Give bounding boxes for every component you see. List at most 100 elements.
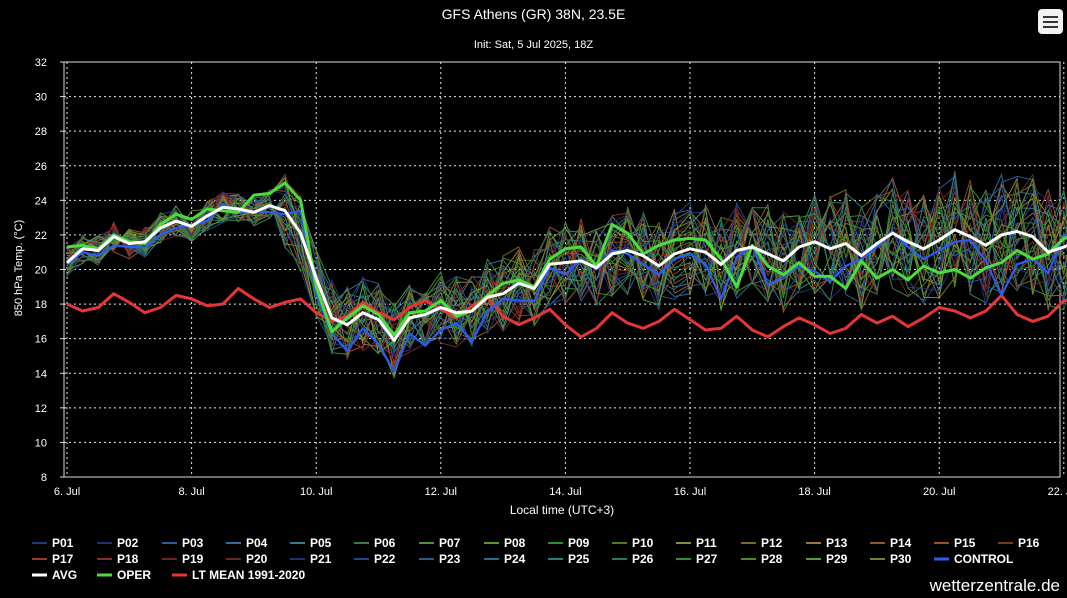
legend-item-p07[interactable]: P07: [419, 536, 461, 550]
legend-item-p17[interactable]: P17: [32, 552, 74, 566]
y-tick-label: 30: [35, 92, 47, 104]
ensemble-line-p25: [66, 175, 1067, 350]
y-tick-label: 26: [35, 161, 47, 173]
legend-label: P09: [568, 536, 590, 550]
legend-label: P17: [52, 552, 74, 566]
oper-line: [66, 181, 1067, 337]
legend-item-p08[interactable]: P08: [484, 536, 526, 550]
ensemble-line-p08: [66, 187, 1067, 360]
chart-title: GFS Athens (GR) 38N, 23.5E: [441, 6, 626, 22]
legend-item-control[interactable]: CONTROL: [934, 552, 1013, 566]
legend-label: P23: [439, 552, 461, 566]
y-tick-label: 28: [35, 126, 47, 138]
legend-label: P25: [568, 552, 590, 566]
y-tick-label: 8: [41, 472, 47, 484]
legend-item-p30[interactable]: P30: [870, 552, 912, 566]
legend-item-p21[interactable]: P21: [290, 552, 332, 566]
legend-label: P10: [632, 536, 654, 550]
legend-item-p06[interactable]: P06: [354, 536, 396, 550]
ensemble-line-p04: [66, 191, 1067, 356]
legend-item-p20[interactable]: P20: [226, 552, 268, 566]
legend-item-p13[interactable]: P13: [806, 536, 848, 550]
legend-label: P22: [374, 552, 396, 566]
y-tick-label: 10: [35, 437, 47, 449]
legend-label: P26: [632, 552, 654, 566]
ensemble-line-p23: [66, 185, 1067, 354]
legend-item-p03[interactable]: P03: [162, 536, 204, 550]
menu-bar: [1043, 16, 1058, 18]
legend-label: P20: [246, 552, 268, 566]
legend-label: P30: [890, 552, 912, 566]
legend-label: P18: [117, 552, 139, 566]
menu-bar: [1043, 21, 1058, 23]
lt-mean-line: [66, 287, 1067, 339]
x-tick-label: 12. Jul: [425, 486, 457, 498]
legend-item-oper[interactable]: OPER: [97, 568, 151, 582]
legend-label: P08: [504, 536, 526, 550]
legend-item-lt-mean-1991-2020[interactable]: LT MEAN 1991-2020: [172, 568, 305, 582]
legend-item-p09[interactable]: P09: [548, 536, 590, 550]
y-tick-label: 14: [35, 368, 47, 380]
legend-label: P15: [954, 536, 976, 550]
legend-item-p26[interactable]: P26: [612, 552, 654, 566]
legend-item-p19[interactable]: P19: [162, 552, 204, 566]
legend-item-p23[interactable]: P23: [419, 552, 461, 566]
legend-item-p01[interactable]: P01: [32, 536, 74, 550]
legend-item-p02[interactable]: P02: [97, 536, 139, 550]
legend-item-p05[interactable]: P05: [290, 536, 332, 550]
legend-label: P27: [696, 552, 718, 566]
legend-label: AVG: [52, 568, 77, 582]
legend-item-p27[interactable]: P27: [676, 552, 718, 566]
y-tick-label: 18: [35, 299, 47, 311]
y-tick-label: 20: [35, 265, 47, 277]
y-tick-label: 12: [35, 403, 47, 415]
y-tick-label: 16: [35, 334, 47, 346]
legend-label: P12: [761, 536, 783, 550]
legend-item-p29[interactable]: P29: [806, 552, 848, 566]
menu-bar: [1043, 26, 1058, 28]
legend-item-p18[interactable]: P18: [97, 552, 139, 566]
legend-label: P28: [761, 552, 783, 566]
y-tick-label: 22: [35, 230, 47, 242]
ensemble-line-p02: [66, 189, 1067, 356]
legend-label: P29: [826, 552, 848, 566]
avg-line: [66, 204, 1067, 342]
legend-label: P01: [52, 536, 74, 550]
legend-item-p11[interactable]: P11: [676, 536, 717, 550]
legend-item-p25[interactable]: P25: [548, 552, 590, 566]
legend-label: P21: [310, 552, 332, 566]
x-tick-label: 6. Jul: [54, 486, 80, 498]
ensemble-line-p06: [66, 171, 1067, 349]
x-tick-label: 18. Jul: [798, 486, 830, 498]
ensemble-line-p28: [66, 184, 1067, 347]
legend-label: P06: [374, 536, 396, 550]
legend-item-p14[interactable]: P14: [870, 536, 912, 550]
ensemble-line-p29: [66, 176, 1067, 354]
x-tick-label: 14. Jul: [549, 486, 581, 498]
legend-item-p28[interactable]: P28: [741, 552, 783, 566]
legend-label: P04: [246, 536, 268, 550]
legend-item-avg[interactable]: AVG: [32, 568, 77, 582]
legend-item-p16[interactable]: P16: [998, 536, 1040, 550]
legend-label: P03: [182, 536, 204, 550]
legend-item-p04[interactable]: P04: [226, 536, 268, 550]
legend-label: P19: [182, 552, 204, 566]
x-tick-label: 16. Jul: [674, 486, 706, 498]
x-tick-label: 20. Jul: [923, 486, 955, 498]
legend-label: P02: [117, 536, 139, 550]
y-tick-label: 24: [35, 195, 47, 207]
watermark: wetterzentrale.de: [929, 576, 1060, 595]
ensemble-line-p30: [66, 192, 1067, 379]
hamburger-menu-icon[interactable]: [1038, 9, 1063, 34]
legend-item-p22[interactable]: P22: [354, 552, 396, 566]
legend-item-p15[interactable]: P15: [934, 536, 976, 550]
legend-label: P24: [504, 552, 526, 566]
legend-label: CONTROL: [954, 552, 1013, 566]
legend-label: P07: [439, 536, 461, 550]
y-tick-label: 32: [35, 57, 47, 69]
legend-item-p10[interactable]: P10: [612, 536, 654, 550]
legend-item-p12[interactable]: P12: [741, 536, 783, 550]
legend-item-p24[interactable]: P24: [484, 552, 526, 566]
x-tick-label: 10. Jul: [300, 486, 332, 498]
legend-label: P16: [1018, 536, 1040, 550]
